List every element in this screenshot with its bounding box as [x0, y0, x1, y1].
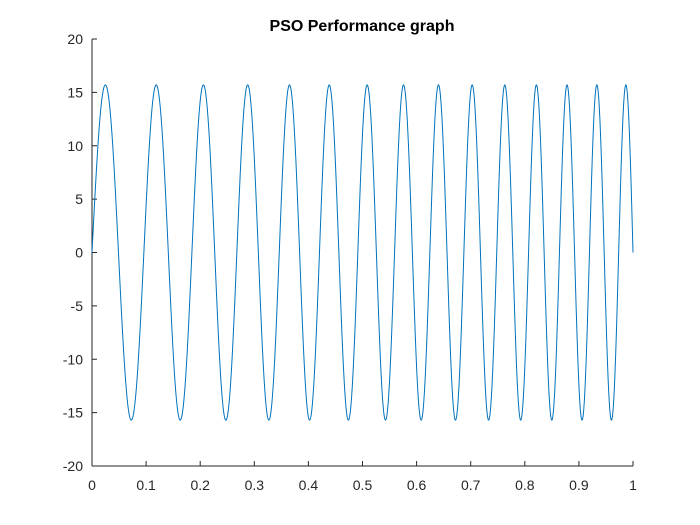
x-tick-label: 1: [629, 477, 637, 493]
x-tick-label: 0.5: [353, 477, 373, 493]
y-tick-label: 20: [67, 31, 83, 47]
x-tick-label: 0: [88, 477, 96, 493]
y-tick-label: -15: [63, 405, 83, 421]
y-tick-label: -5: [71, 298, 84, 314]
x-tick-label: 0.2: [190, 477, 210, 493]
chart-title: PSO Performance graph: [270, 18, 455, 35]
y-tick-label: 10: [67, 138, 83, 154]
y-tick-label: -10: [63, 351, 83, 367]
x-tick-label: 0.3: [245, 477, 265, 493]
x-tick-label: 0.7: [461, 477, 481, 493]
x-tick-label: 0.6: [407, 477, 427, 493]
y-tick-label: 0: [75, 245, 83, 261]
series-line: [91, 84, 634, 421]
y-tick-label: -20: [63, 458, 83, 474]
plot-area: 0 0.1 0.2 0.3 0.4 0.5 0.6 0.7 0.8 0.9 1 20 15 10 5 0 -5 -…: [63, 31, 637, 493]
y-tick-label: 5: [75, 191, 83, 207]
y-tick-label: 15: [67, 84, 83, 100]
x-tick-label: 0.1: [136, 477, 156, 493]
x-tick-label: 0.4: [299, 477, 319, 493]
x-tick-label: 0.9: [569, 477, 589, 493]
x-tick-label: 0.8: [515, 477, 535, 493]
